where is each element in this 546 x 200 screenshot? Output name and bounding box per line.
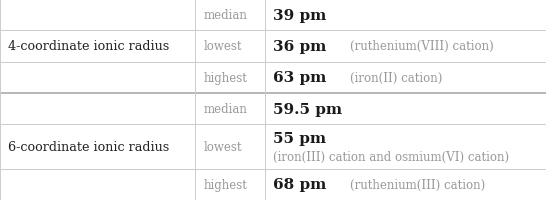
Text: 68 pm: 68 pm	[273, 177, 327, 191]
Text: 4-coordinate ionic radius: 4-coordinate ionic radius	[8, 40, 169, 53]
Text: lowest: lowest	[204, 40, 242, 53]
Text: 63 pm: 63 pm	[273, 71, 327, 85]
Text: (ruthenium(VIII) cation): (ruthenium(VIII) cation)	[349, 40, 494, 53]
Text: 36 pm: 36 pm	[273, 40, 327, 54]
Text: 55 pm: 55 pm	[273, 131, 326, 145]
Text: (iron(II) cation): (iron(II) cation)	[349, 71, 442, 84]
Text: highest: highest	[204, 178, 247, 191]
Text: 6-coordinate ionic radius: 6-coordinate ionic radius	[8, 140, 169, 153]
Text: 39 pm: 39 pm	[273, 9, 327, 23]
Text: median: median	[204, 102, 247, 115]
Text: (iron(III) cation and osmium(VI) cation): (iron(III) cation and osmium(VI) cation)	[273, 150, 509, 163]
Text: highest: highest	[204, 71, 247, 84]
Text: (ruthenium(III) cation): (ruthenium(III) cation)	[349, 178, 485, 191]
Text: median: median	[204, 9, 247, 22]
Text: lowest: lowest	[204, 140, 242, 153]
Text: 59.5 pm: 59.5 pm	[273, 102, 342, 116]
